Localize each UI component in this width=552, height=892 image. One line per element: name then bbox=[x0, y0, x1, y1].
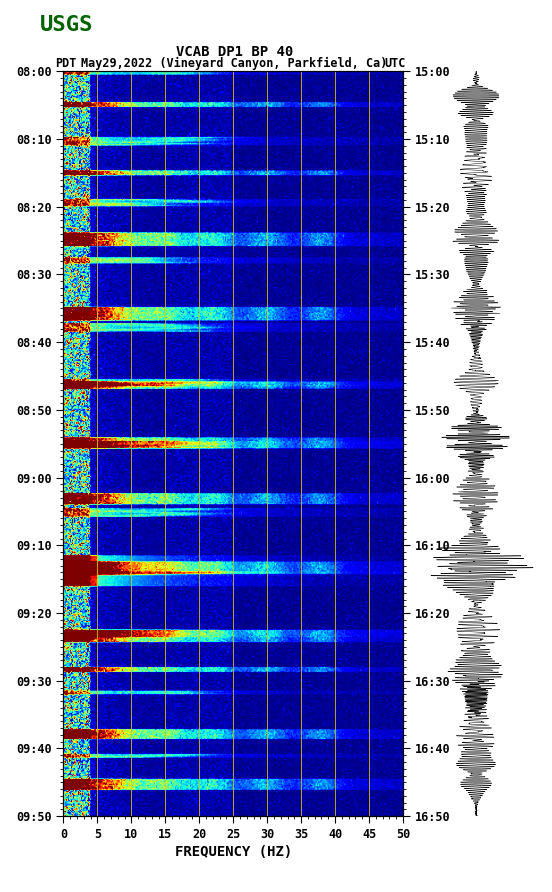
Text: VCAB DP1 BP 40: VCAB DP1 BP 40 bbox=[176, 45, 293, 59]
X-axis label: FREQUENCY (HZ): FREQUENCY (HZ) bbox=[174, 845, 292, 859]
Text: USGS: USGS bbox=[40, 15, 93, 35]
Text: May29,2022 (Vineyard Canyon, Parkfield, Ca): May29,2022 (Vineyard Canyon, Parkfield, … bbox=[81, 57, 388, 70]
Text: UTC: UTC bbox=[384, 57, 406, 70]
Text: PDT: PDT bbox=[55, 57, 77, 70]
